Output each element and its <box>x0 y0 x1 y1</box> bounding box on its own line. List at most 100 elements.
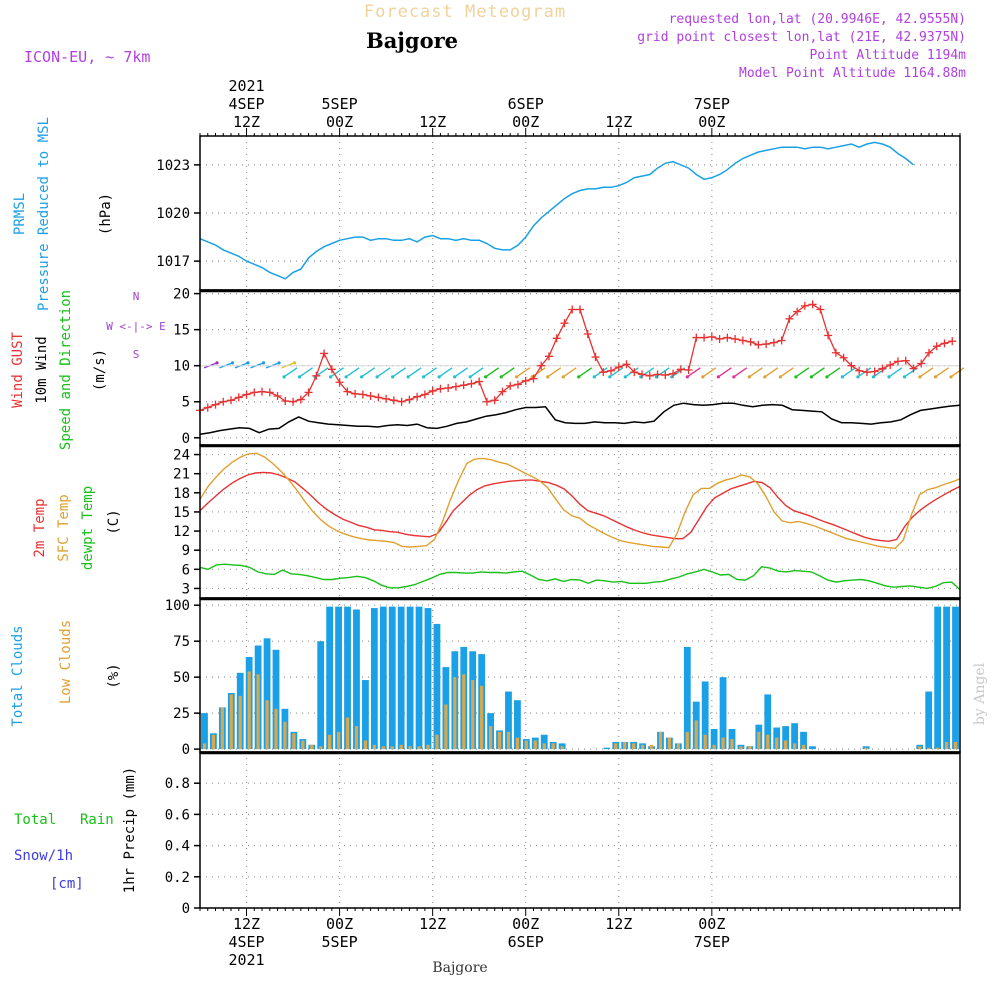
low-cloud-bar <box>310 744 314 750</box>
wind-arrow-head <box>261 361 266 365</box>
wind-arrow <box>423 367 438 378</box>
gust-marker <box>459 381 468 390</box>
gust-marker <box>692 333 701 342</box>
point-altitude: Point Altitude 1194m <box>809 48 966 63</box>
wind-arrow-head <box>246 361 250 365</box>
precip-label-cm: [cm] <box>50 876 84 892</box>
wind-arrow <box>888 367 903 378</box>
precip-label-unit: 1hr Precip (mm) <box>122 767 138 893</box>
wind-arrow-head <box>763 375 767 379</box>
gust-marker <box>358 390 367 399</box>
low-cloud-bar <box>918 746 922 750</box>
wind-arrow-head <box>856 375 860 379</box>
dewpt-temp-line <box>199 563 961 591</box>
y-tick-label: 1020 <box>156 206 190 222</box>
x-label-bottom: 00Z <box>512 915 539 933</box>
total-cloud-bar <box>952 606 959 750</box>
low-cloud-bar <box>927 747 931 750</box>
total-cloud-bar <box>934 606 942 750</box>
gust-marker <box>382 394 391 403</box>
total-cloud-bar <box>603 747 611 750</box>
wind-arrow <box>376 367 391 378</box>
low-cloud-bar <box>319 746 323 750</box>
wind-arrow-head <box>685 375 689 379</box>
low-cloud-bar <box>390 746 394 750</box>
gust-marker <box>467 379 476 388</box>
pressure-label-prmsl: PRMSL <box>12 193 28 235</box>
low-cloud-bar <box>265 700 269 750</box>
wind-arrow-head <box>546 375 550 379</box>
y-tick-label: 0 <box>182 742 190 758</box>
total-cloud-bar <box>540 734 548 750</box>
wind-arrow <box>299 367 313 378</box>
gust-marker <box>638 370 647 379</box>
panel-frame <box>199 751 961 909</box>
precip-label-total: Total <box>14 812 56 828</box>
wind-arrow <box>283 367 298 378</box>
low-cloud-bar <box>694 720 698 750</box>
low-cloud-bar <box>551 743 555 750</box>
wind-arrow <box>438 367 453 378</box>
x-label-top: 6SEP <box>508 95 544 113</box>
low-cloud-bar <box>748 746 752 750</box>
gust-marker <box>855 366 864 375</box>
gust-marker <box>568 305 577 314</box>
low-cloud-bar <box>632 743 636 750</box>
wind-arrow-head <box>902 375 907 379</box>
x-label-bottom: 12Z <box>233 915 260 933</box>
gust-marker <box>506 381 515 390</box>
wind-arrow <box>935 367 949 378</box>
gust-marker <box>700 333 709 342</box>
total-cloud-bar <box>809 746 816 750</box>
low-cloud-bar <box>274 708 278 750</box>
gust-marker <box>482 397 491 406</box>
low-cloud-bar <box>676 743 680 750</box>
wind-arrow <box>361 367 376 378</box>
low-cloud-bar <box>247 671 251 750</box>
y-tick-label: 18 <box>173 486 190 502</box>
low-cloud-bar <box>462 674 466 750</box>
x-label-bottom: 4SEP <box>228 933 264 951</box>
gust-marker <box>576 305 584 314</box>
temp-label-2m: 2m Temp <box>32 498 48 557</box>
temp-label-unit: (C) <box>106 509 122 534</box>
y-tick-label: 50 <box>173 670 190 686</box>
wind-arrow-head <box>328 375 333 379</box>
gust-marker <box>544 352 553 361</box>
gust-marker <box>909 364 918 373</box>
x-label-bottom: 00Z <box>698 915 725 933</box>
total-cloud-bar <box>362 680 369 750</box>
gust-marker <box>769 338 778 347</box>
gust-marker <box>607 366 616 375</box>
low-cloud-bar <box>658 731 663 750</box>
low-cloud-bar <box>435 734 439 750</box>
y-tick-label: 20 <box>173 287 190 303</box>
gust-marker <box>599 368 608 377</box>
low-cloud-bar <box>471 680 475 750</box>
gust-marker <box>816 305 825 314</box>
low-cloud-bar <box>292 733 296 750</box>
gust-marker <box>808 300 817 309</box>
wind-arrow-head <box>887 375 891 379</box>
low-cloud-bar <box>640 744 645 750</box>
total-cloud-bar <box>683 646 691 750</box>
low-cloud-bar <box>444 704 448 750</box>
wind-arrow <box>717 367 732 378</box>
low-cloud-bar <box>721 737 725 750</box>
wind-arrow-head <box>437 375 441 379</box>
pressure-labels: PRMSL Pressure Reduced to MSL (hPa) <box>12 117 114 311</box>
gust-marker <box>296 395 305 404</box>
low-cloud-bar <box>766 734 770 750</box>
low-cloud-bar <box>730 739 734 750</box>
gust-marker <box>397 397 406 406</box>
low-cloud-bar <box>649 744 654 750</box>
low-cloud-bar <box>480 685 484 750</box>
cloud-label-unit: (%) <box>106 663 122 688</box>
gust-marker <box>746 337 755 346</box>
gust-marker <box>754 340 763 349</box>
x-label-top: 4SEP <box>228 95 264 113</box>
gust-marker <box>258 387 267 396</box>
compass-we: W <-|-> E <box>106 320 166 333</box>
gust-marker <box>785 314 794 323</box>
